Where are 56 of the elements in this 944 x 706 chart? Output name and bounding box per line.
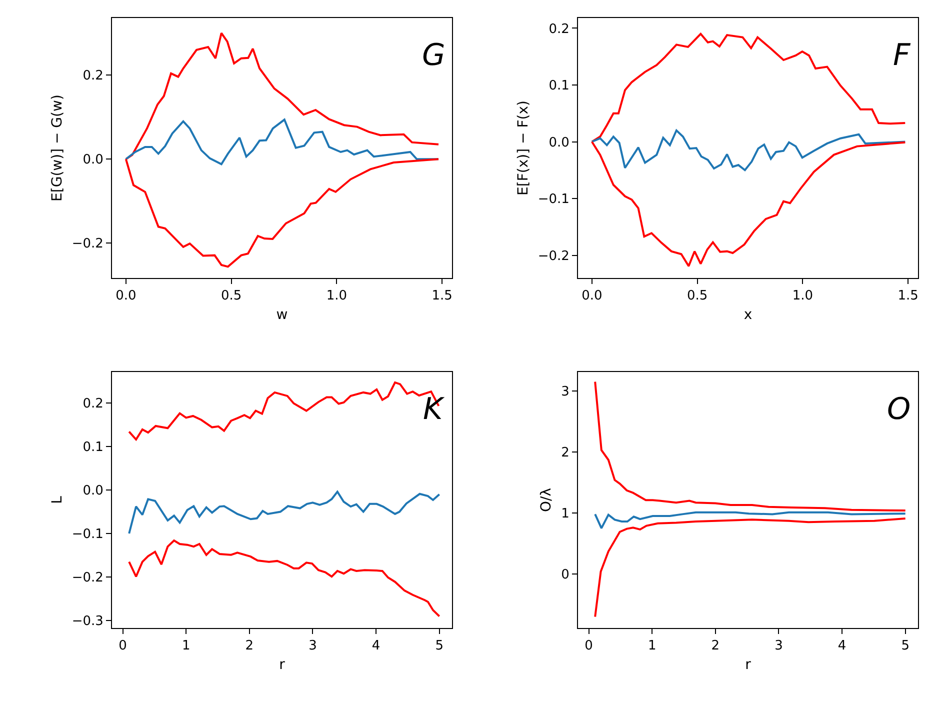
x-tick-label: 1.0 <box>326 288 348 304</box>
x-tick-label: 4 <box>372 638 380 654</box>
x-tick-label: 1 <box>648 638 656 654</box>
y-tick-label: 0.1 <box>82 440 104 455</box>
y-tick-label: −0.2 <box>72 570 104 586</box>
annotation: K <box>423 392 445 427</box>
x-tick-label: 2 <box>711 638 720 654</box>
y-tick-label: −0.1 <box>72 527 104 542</box>
y-tick-label: 0.2 <box>82 396 104 412</box>
annotation: G <box>422 38 446 73</box>
x-axis-title: r <box>279 656 286 673</box>
annotation: O <box>887 392 911 427</box>
line-series <box>128 490 440 535</box>
x-tick-label: 5 <box>901 638 910 654</box>
y-tick-label: −0.1 <box>538 192 570 208</box>
y-tick-label: 3 <box>561 384 570 400</box>
y-tick-label: 0.0 <box>82 152 104 168</box>
x-tick-label: 4 <box>838 638 846 654</box>
y-tick-label: 0.2 <box>82 68 104 84</box>
x-tick-label: 3 <box>308 638 317 654</box>
y-tick-label: 0.0 <box>82 484 104 499</box>
x-tick-label: 1.5 <box>432 288 452 304</box>
y-tick-label: 0 <box>561 568 570 583</box>
x-tick-label: 1.0 <box>792 288 814 304</box>
x-tick-label: 1.5 <box>898 288 918 304</box>
y-tick-label: 0.2 <box>548 22 570 37</box>
y-tick-label: 0.1 <box>548 78 570 94</box>
x-tick-label: 0 <box>584 638 593 654</box>
x-tick-label: 1 <box>182 638 190 654</box>
line-series <box>590 129 906 172</box>
y-axis-title: E[F(x)] − F(x) <box>515 100 532 196</box>
x-tick-label: 0.5 <box>220 288 242 304</box>
y-tick-label: −0.2 <box>538 248 570 264</box>
x-tick-label: 5 <box>435 638 444 654</box>
x-axis-title: r <box>745 656 752 673</box>
y-tick-label: 2 <box>561 445 570 460</box>
y-axis-title: L <box>49 496 66 504</box>
line-series <box>594 517 906 618</box>
x-axis-title: x <box>744 306 752 323</box>
x-axis-title: w <box>276 306 288 323</box>
y-tick-label: −0.3 <box>72 614 104 630</box>
x-tick-label: 0.0 <box>582 288 602 304</box>
line-series <box>124 118 440 166</box>
annotation: F <box>893 38 911 73</box>
line-series <box>128 539 440 618</box>
line-series <box>594 511 906 530</box>
y-tick-label: 1 <box>561 506 570 522</box>
y-tick-label: −0.2 <box>72 236 104 252</box>
x-tick-label: 0.5 <box>686 288 708 304</box>
x-tick-label: 2 <box>245 638 254 654</box>
x-tick-label: 0 <box>118 638 127 654</box>
y-axis-title: E[G(w)] − G(w) <box>49 94 66 202</box>
x-tick-label: 3 <box>774 638 783 654</box>
y-tick-label: 0.0 <box>548 135 570 150</box>
y-axis-title: O/λ <box>538 488 555 512</box>
x-tick-label: 0.0 <box>116 288 136 304</box>
